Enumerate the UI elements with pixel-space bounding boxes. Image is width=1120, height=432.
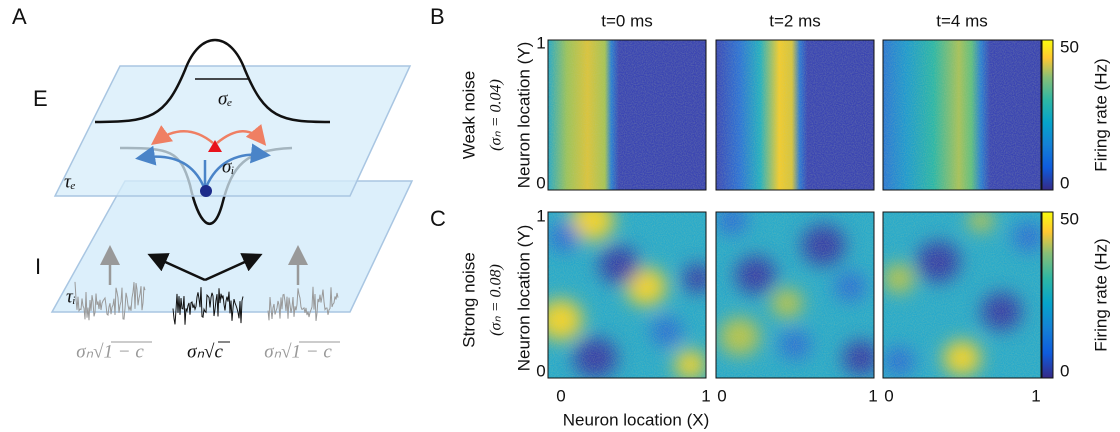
x-tick-label: 1 bbox=[701, 386, 710, 405]
colorbar-tick: 0 bbox=[1060, 361, 1069, 380]
noise-label: σₙ√1 − c bbox=[264, 341, 332, 362]
colorbar-label: Firing rate (Hz) bbox=[1091, 58, 1110, 171]
x-axis-label: Neuron location (X) bbox=[563, 410, 709, 429]
noise-label: σₙ√1 − c bbox=[76, 341, 144, 362]
row-subtitle: (σₙ = 0.08) bbox=[488, 264, 505, 336]
rate-map bbox=[539, 199, 714, 379]
colorbar-tick: 50 bbox=[1060, 209, 1079, 228]
panel-label: C bbox=[430, 206, 446, 231]
figure: A E I τₑ τᵢ σₑ σᵢ σₙ√1 − c σₙ√c σₙ√1 − c… bbox=[0, 0, 1120, 432]
layer-label: E bbox=[33, 86, 48, 111]
weak-maps bbox=[548, 40, 1041, 190]
colorbar-tick: 0 bbox=[1060, 173, 1069, 192]
x-tick-label: 1 bbox=[1031, 386, 1040, 405]
layer-label: I bbox=[35, 254, 41, 279]
panel-label: B bbox=[430, 4, 445, 29]
time-constant: τᵢ bbox=[66, 286, 76, 307]
colorbar-label: Firing rate (Hz) bbox=[1091, 238, 1110, 351]
map-grain bbox=[548, 40, 706, 190]
y-tick-label: 0 bbox=[536, 173, 545, 192]
y-tick-label: 0 bbox=[536, 361, 545, 380]
strong-maps bbox=[539, 199, 1045, 379]
noise-label: σₙ√c bbox=[187, 341, 223, 362]
y-tick-label: 1 bbox=[536, 33, 545, 52]
x-tick-label: 1 bbox=[868, 386, 877, 405]
map-grain bbox=[716, 40, 874, 190]
inhibitory-neuron bbox=[200, 185, 212, 197]
time-label: t=0 ms bbox=[601, 11, 653, 30]
y-axis-label: Neuron location (Y) bbox=[514, 225, 533, 371]
kernel-width: σᵢ bbox=[222, 156, 234, 177]
y-tick-label: 1 bbox=[536, 206, 545, 225]
x-tick-label: 0 bbox=[556, 386, 565, 405]
inhibitory-plane bbox=[52, 181, 412, 312]
y-axis-label: Neuron location (Y) bbox=[514, 42, 533, 188]
colorbar bbox=[1042, 40, 1053, 190]
kernel-width: σₑ bbox=[218, 88, 232, 109]
time-label: t=4 ms bbox=[936, 11, 988, 30]
x-tick-label: 0 bbox=[717, 386, 726, 405]
x-tick-label: 0 bbox=[884, 386, 893, 405]
map-grain bbox=[883, 40, 1041, 190]
map-grain bbox=[883, 212, 1041, 378]
row-subtitle: (σₙ = 0.04) bbox=[488, 79, 505, 151]
time-label: t=2 ms bbox=[769, 11, 821, 30]
time-constant: τₑ bbox=[64, 171, 76, 192]
colorbar bbox=[1042, 212, 1053, 378]
map-grain bbox=[716, 212, 874, 378]
colorbar-tick: 50 bbox=[1060, 37, 1079, 56]
rate-map bbox=[883, 208, 1044, 378]
panel-label: A bbox=[12, 4, 27, 29]
row-title: Strong noise bbox=[459, 252, 478, 347]
rate-map bbox=[716, 205, 880, 378]
map-grain bbox=[548, 212, 706, 378]
row-title: Weak noise bbox=[459, 71, 478, 160]
